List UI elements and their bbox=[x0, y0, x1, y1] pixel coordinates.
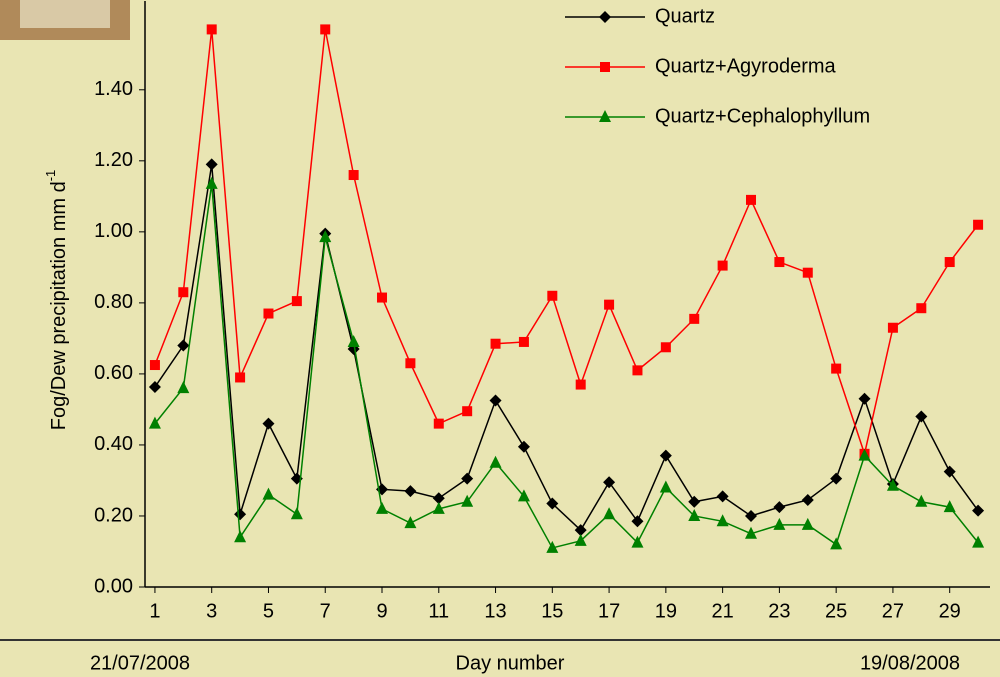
x-tick-label: 27 bbox=[882, 600, 904, 622]
x-tick-label: 7 bbox=[320, 600, 331, 622]
x-tick-label: 13 bbox=[484, 600, 506, 622]
x-tick-label: 15 bbox=[541, 600, 563, 622]
data-point bbox=[604, 300, 614, 310]
data-point bbox=[349, 170, 359, 180]
x-tick-label: 17 bbox=[598, 600, 620, 622]
legend-label: Quartz+Agyroderma bbox=[655, 55, 837, 77]
y-axis-label: Fog/Dew precipitation mm d-1 bbox=[43, 170, 70, 431]
y-tick-label: 0.80 bbox=[94, 291, 133, 313]
x-axis-label: Day number bbox=[456, 652, 565, 674]
data-point bbox=[235, 372, 245, 382]
x-tick-label: 19 bbox=[655, 600, 677, 622]
x-tick-label: 5 bbox=[263, 600, 274, 622]
data-point bbox=[491, 339, 501, 349]
data-point bbox=[150, 360, 160, 370]
data-point bbox=[916, 303, 926, 313]
legend-label: Quartz+Cephalophyllum bbox=[655, 105, 870, 127]
background bbox=[0, 0, 1000, 677]
x-tick-label: 23 bbox=[768, 600, 790, 622]
legend-label: Quartz bbox=[655, 5, 715, 27]
y-tick-label: 0.60 bbox=[94, 362, 133, 384]
x-tick-label: 25 bbox=[825, 600, 847, 622]
data-point bbox=[718, 261, 728, 271]
data-point bbox=[803, 268, 813, 278]
page: Fog/Dew precipitation mm d-1 Day number … bbox=[0, 0, 1000, 677]
y-label-sup: -1 bbox=[43, 170, 58, 182]
legend-marker bbox=[600, 62, 610, 72]
chart: Fog/Dew precipitation mm d-1 Day number … bbox=[0, 0, 1000, 677]
x-tick-label: 11 bbox=[428, 600, 449, 622]
y-tick-label: 1.40 bbox=[94, 78, 133, 100]
x-tick-label: 1 bbox=[149, 600, 160, 622]
data-point bbox=[292, 296, 302, 306]
data-point bbox=[207, 24, 217, 34]
data-point bbox=[320, 24, 330, 34]
data-point bbox=[519, 337, 529, 347]
end-date: 19/08/2008 bbox=[860, 652, 960, 674]
data-point bbox=[462, 406, 472, 416]
photo-detail bbox=[20, 0, 110, 28]
data-point bbox=[689, 314, 699, 324]
data-point bbox=[632, 365, 642, 375]
data-point bbox=[661, 342, 671, 352]
data-point bbox=[377, 293, 387, 303]
data-point bbox=[547, 291, 557, 301]
data-point bbox=[178, 287, 188, 297]
data-point bbox=[945, 257, 955, 267]
y-tick-label: 0.00 bbox=[94, 575, 133, 597]
y-tick-label: 0.20 bbox=[94, 504, 133, 526]
data-point bbox=[973, 220, 983, 230]
data-point bbox=[774, 257, 784, 267]
data-point bbox=[405, 358, 415, 368]
data-point bbox=[434, 419, 444, 429]
data-point bbox=[888, 323, 898, 333]
start-date: 21/07/2008 bbox=[90, 652, 190, 674]
x-tick-label: 3 bbox=[206, 600, 217, 622]
data-point bbox=[263, 309, 273, 319]
x-tick-label: 21 bbox=[711, 600, 733, 622]
data-point bbox=[746, 195, 756, 205]
x-tick-label: 29 bbox=[939, 600, 961, 622]
data-point bbox=[576, 380, 586, 390]
data-point bbox=[831, 364, 841, 374]
y-tick-label: 1.20 bbox=[94, 149, 133, 171]
y-tick-label: 0.40 bbox=[94, 433, 133, 455]
x-tick-label: 9 bbox=[376, 600, 387, 622]
y-tick-label: 1.00 bbox=[94, 220, 133, 242]
y-label-text: Fog/Dew precipitation mm d bbox=[48, 181, 70, 430]
